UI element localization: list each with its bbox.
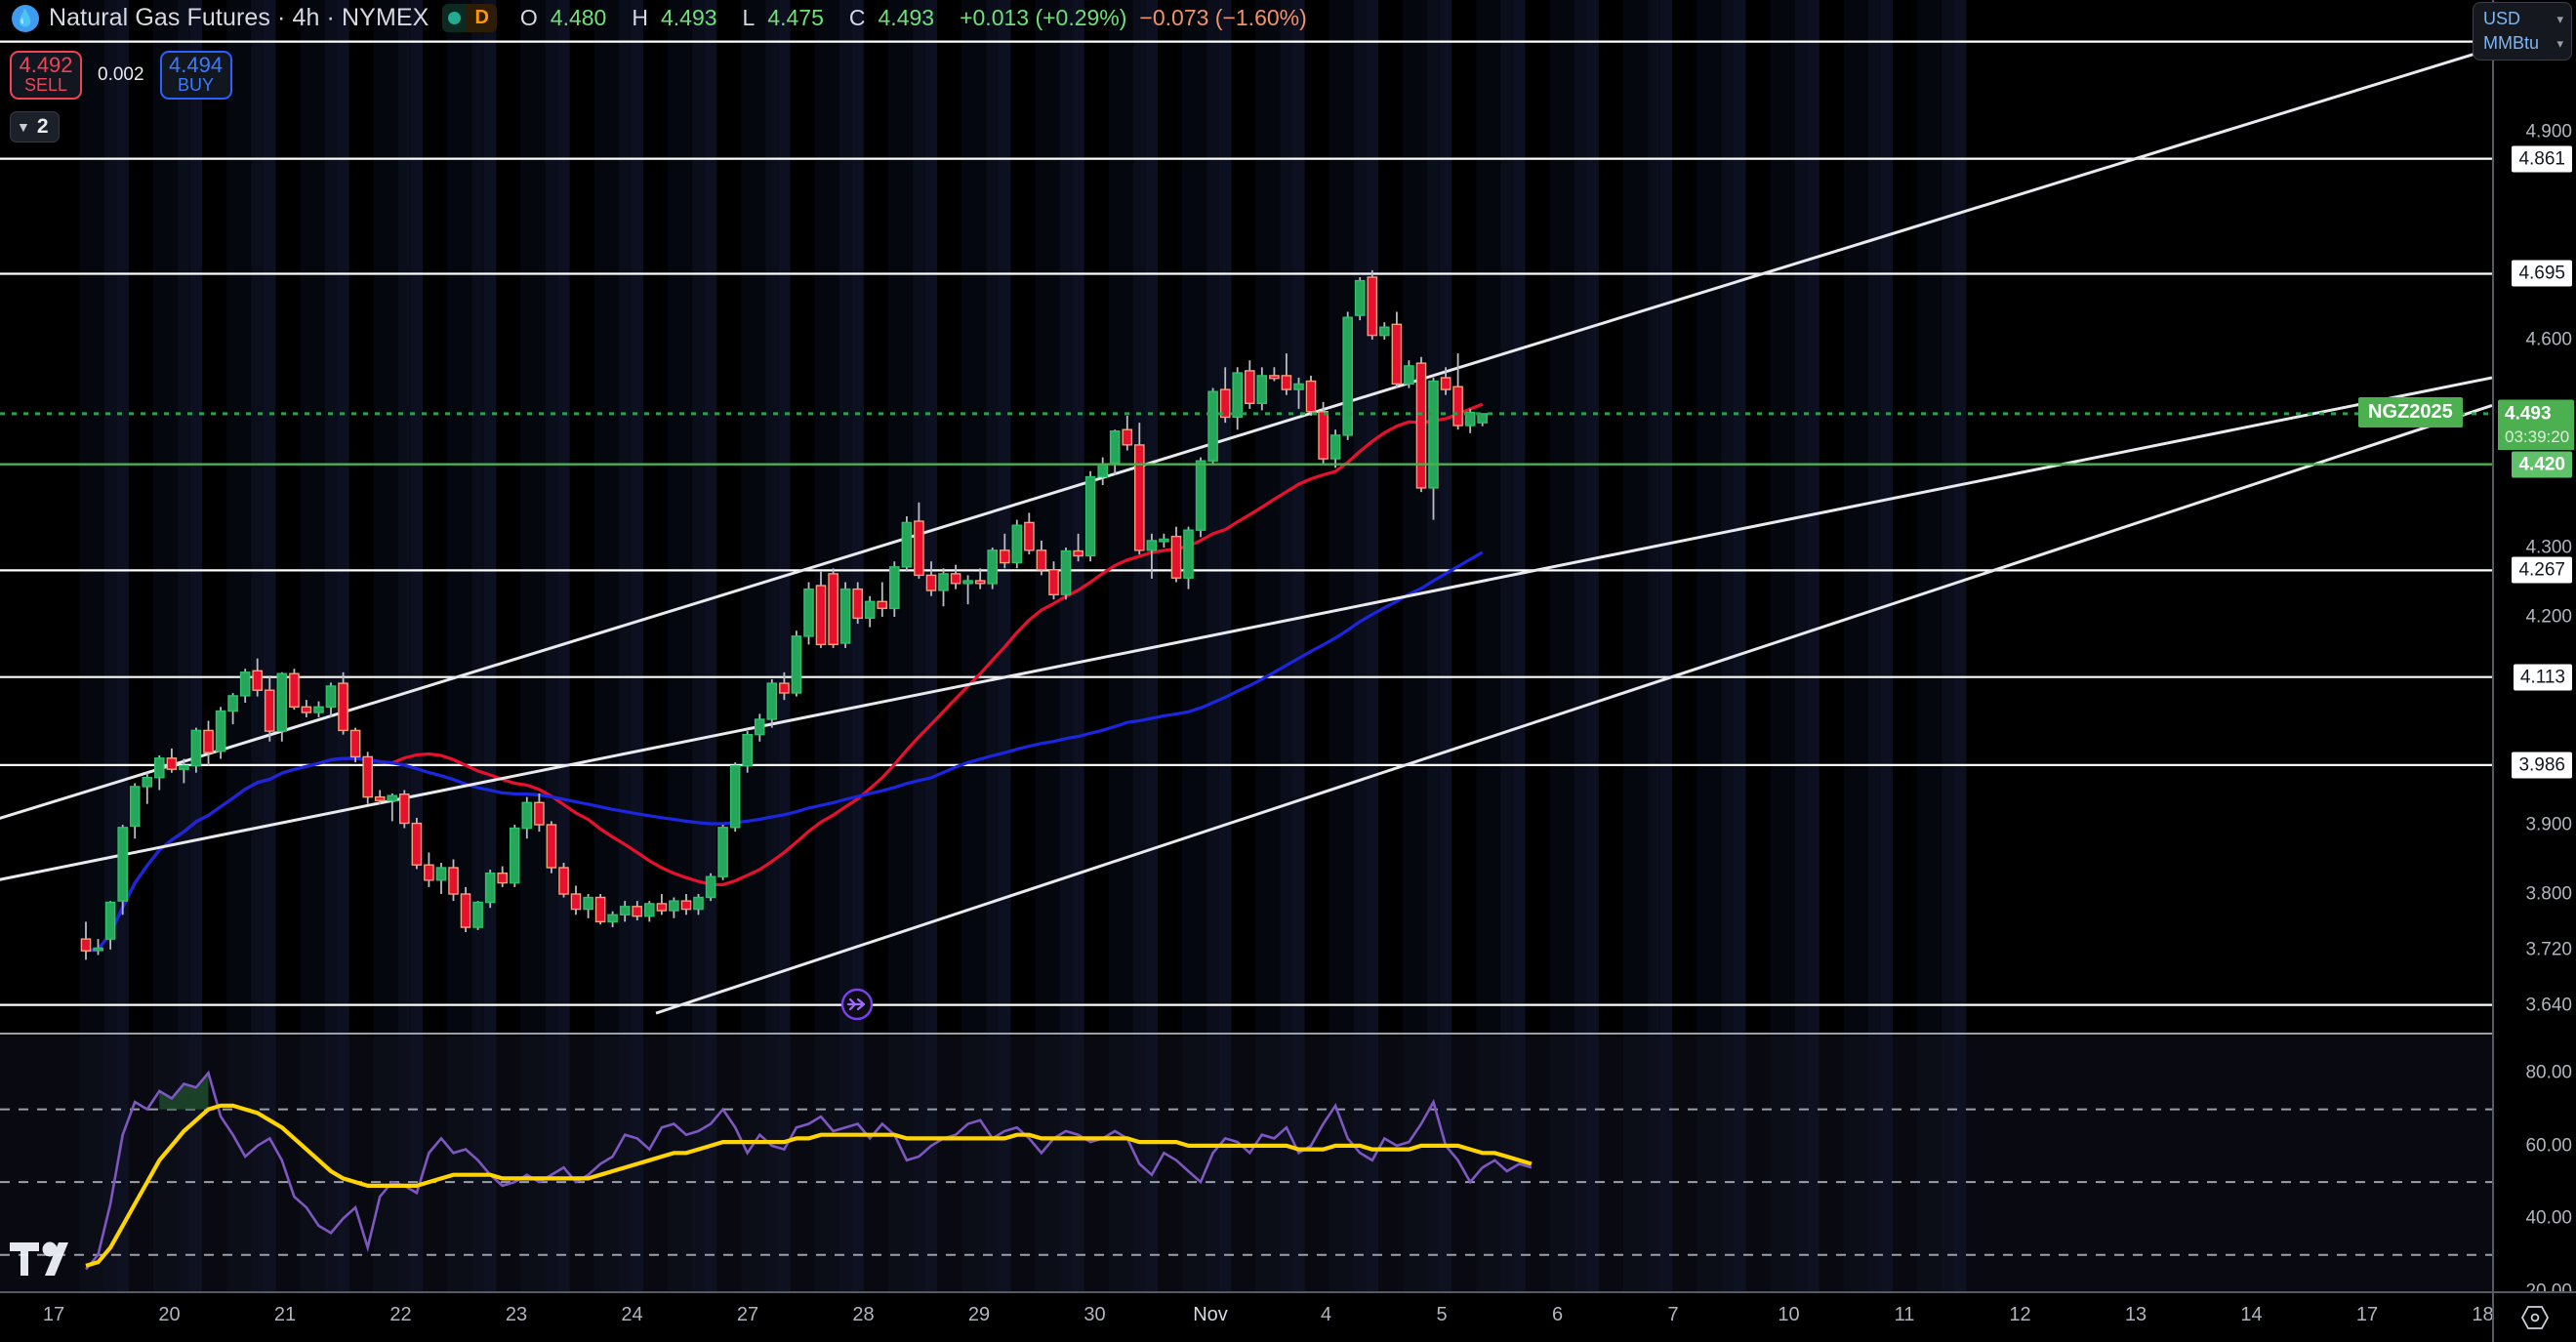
bar-countdown: 03:39:20 (2498, 426, 2574, 450)
buy-button[interactable]: 4.494 BUY (159, 51, 232, 100)
symbol-title[interactable]: Natural Gas Futures · 4h · NYMEX (49, 4, 429, 31)
measure-value: MMBtu (2483, 33, 2540, 53)
time-tick-17: 17 (42, 1304, 65, 1325)
price-tick-3.640: 3.640 (2525, 995, 2572, 1016)
sell-button[interactable]: 4.492 SELL (10, 51, 82, 100)
time-tick-18: 18 (2472, 1304, 2494, 1325)
currency-row[interactable]: USD ▾ (2474, 7, 2571, 31)
rsi-tick-60.00: 60.00 (2525, 1135, 2572, 1157)
ma-slow-line (85, 550, 1484, 953)
time-tick-7: 7 (1667, 1304, 1679, 1325)
trendline-upper (0, 47, 2492, 820)
interval-badge[interactable]: D (442, 4, 497, 32)
rsi-ma-line (85, 1103, 1533, 1268)
time-tick-14: 14 (2240, 1304, 2263, 1325)
time-tick-11: 11 (1894, 1304, 1915, 1325)
price-axis[interactable]: 5.0304.9004.6004.3004.2003.9003.8003.720… (2492, 0, 2576, 1301)
axis-corner[interactable] (2492, 1291, 2576, 1342)
ohlc-low-value: 4.475 (767, 5, 824, 30)
price-level-label-4.861: 4.861 (2512, 145, 2572, 173)
time-tick-17: 17 (2355, 1304, 2379, 1325)
price-tick-4.600: 4.600 (2525, 329, 2572, 350)
trendline-lower (655, 403, 2492, 1015)
contract-symbol-tag[interactable]: NGZ2025 (2358, 396, 2463, 427)
current-price-badge[interactable]: 4.493 (2498, 399, 2574, 428)
time-tick-29: 29 (967, 1304, 991, 1325)
gear-hex-icon[interactable] (2520, 1305, 2550, 1330)
ohlc-close-value: 4.493 (878, 5, 935, 30)
time-tick-6: 6 (1551, 1304, 1564, 1325)
merge-arrow-icon[interactable] (840, 988, 874, 1021)
price-level-label-4.695: 4.695 (2512, 260, 2572, 287)
ohlc-open-value: 4.480 (550, 5, 607, 30)
currency-value: USD (2483, 9, 2521, 28)
ohlc-close-label: C (848, 5, 866, 30)
quantity-selector[interactable]: ▼ 2 (10, 111, 60, 142)
horizontal-levels (0, 40, 2492, 1006)
ohlc-high-value: 4.493 (660, 5, 717, 30)
time-tick-10: 10 (1778, 1304, 1800, 1325)
sell-label: SELL (23, 75, 68, 96)
ohlc-open-label: O (519, 5, 538, 30)
rsi-pane-bg (0, 1037, 2492, 1291)
time-tick-12: 12 (2009, 1304, 2031, 1325)
price-tick-3.720: 3.720 (2525, 939, 2572, 960)
price-tick-4.900: 4.900 (2525, 121, 2572, 142)
quantity-value: 2 (36, 115, 49, 138)
time-tick-23: 23 (505, 1304, 528, 1325)
session-bands (79, 0, 1979, 1291)
spread-value: 0.002 (98, 64, 144, 85)
rsi-tick-40.00: 40.00 (2525, 1207, 2572, 1229)
time-tick-21: 21 (273, 1304, 297, 1325)
bid-price-badge: 4.420 (2512, 451, 2572, 478)
ohlc-low-label: L (742, 5, 756, 30)
sell-price: 4.492 (19, 52, 73, 77)
ohlc-change-secondary: −0.073 (−1.60%) (1139, 5, 1307, 30)
buy-label: BUY (178, 75, 215, 96)
time-tick-13: 13 (2124, 1304, 2147, 1325)
rsi-line (85, 1070, 1533, 1271)
chart-legend: 💧 Natural Gas Futures · 4h · NYMEX D O 4.… (12, 4, 1320, 32)
time-tick-22: 22 (389, 1304, 412, 1325)
time-tick-28: 28 (852, 1304, 875, 1325)
buy-price: 4.494 (169, 52, 224, 77)
market-status-dot (442, 4, 468, 32)
ohlc-change: +0.013 (+0.29%) (960, 5, 1127, 30)
price-tick-4.300: 4.300 (2525, 537, 2572, 558)
chevron-down-icon: ▼ (17, 119, 30, 135)
time-tick-Nov: Nov (1193, 1304, 1228, 1325)
price-tick-4.200: 4.200 (2525, 606, 2572, 628)
time-tick-30: 30 (1084, 1304, 1106, 1325)
ohlc-high-label: H (632, 5, 648, 30)
ohlc-values: O 4.480 H 4.493 L 4.475 C 4.493 +0.013 (+0.2… (520, 5, 1320, 31)
trade-panel: 4.492 SELL 0.002 4.494 BUY (10, 51, 232, 100)
candlestick-series (80, 269, 1488, 960)
time-tick-5: 5 (1436, 1304, 1448, 1325)
price-level-label-3.986: 3.986 (2512, 752, 2572, 779)
time-tick-4: 4 (1320, 1304, 1332, 1325)
price-tick-3.800: 3.800 (2525, 883, 2572, 905)
time-tick-20: 20 (158, 1304, 181, 1325)
price-level-label-4.267: 4.267 (2512, 556, 2572, 584)
chevron-down-icon: ▾ (2556, 35, 2563, 51)
time-axis[interactable]: 17 20 21 22 23 24 27 28 29 30 Nov 4 5 6 7 10 11 12 13 14 17 1… (0, 1291, 2494, 1342)
chart-plot-area[interactable] (0, 0, 2492, 1291)
tradingview-logo (8, 1237, 84, 1281)
measure-row[interactable]: MMBtu ▾ (2474, 31, 2571, 56)
price-tick-3.900: 3.900 (2525, 814, 2572, 835)
rsi-tick-80.00: 80.00 (2525, 1062, 2572, 1083)
time-tick-24: 24 (621, 1304, 643, 1325)
chevron-down-icon: ▾ (2556, 11, 2563, 26)
unit-selector[interactable]: USD ▾ MMBtu ▾ (2473, 2, 2572, 61)
chart-svg (0, 0, 2492, 1291)
price-level-label-4.113: 4.113 (2513, 664, 2572, 691)
flame-icon: 💧 (12, 4, 39, 32)
interval-label: D (467, 4, 497, 32)
time-tick-27: 27 (736, 1304, 759, 1325)
